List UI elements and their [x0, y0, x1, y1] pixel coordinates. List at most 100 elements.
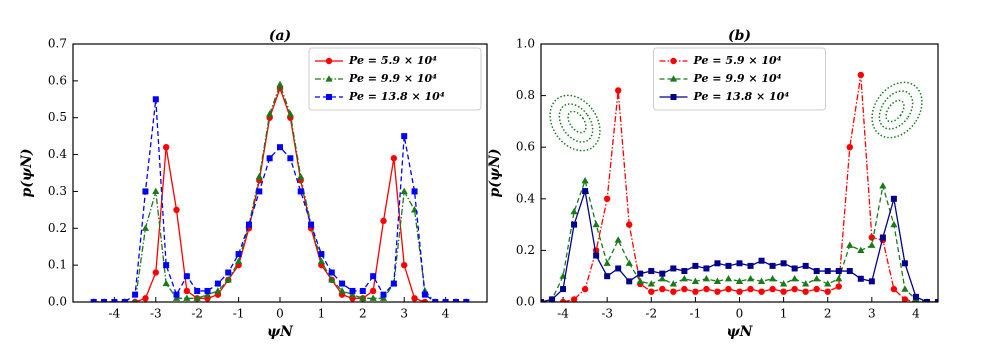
y-tick-label: 0.0 — [516, 295, 535, 309]
marker — [835, 283, 842, 290]
marker — [194, 287, 201, 294]
marker — [670, 265, 677, 272]
marker — [603, 259, 611, 266]
marker — [868, 234, 876, 241]
marker — [846, 241, 854, 248]
marker — [813, 268, 820, 275]
marker — [214, 287, 222, 294]
marker — [835, 268, 842, 275]
x-tick-label: 3 — [400, 307, 408, 321]
series — [541, 71, 938, 302]
marker — [725, 285, 732, 293]
legend-box — [653, 47, 826, 111]
marker — [769, 285, 776, 293]
legend: Pe = 5.9 × 10⁴ Pe = 9.9 × 10⁴ Pe = 13.8 × … — [308, 47, 482, 111]
marker — [593, 252, 600, 259]
marker — [736, 260, 743, 267]
marker — [359, 294, 367, 301]
series — [90, 96, 470, 302]
x-tick-label: 2 — [824, 307, 832, 321]
marker — [432, 299, 439, 302]
marker — [541, 299, 544, 302]
marker — [725, 262, 732, 269]
legend-marker — [326, 94, 332, 100]
marker — [276, 80, 284, 88]
marker — [317, 257, 325, 265]
marker — [681, 285, 688, 293]
marker — [297, 172, 305, 180]
marker — [442, 299, 449, 302]
marker — [626, 278, 633, 285]
marker — [183, 273, 190, 280]
marker — [162, 144, 170, 151]
marker — [757, 277, 766, 284]
marker — [857, 246, 865, 253]
marker — [813, 274, 821, 282]
y-tick-label: 0.6 — [516, 140, 535, 154]
marker — [680, 274, 688, 282]
y-tick-label: 0.8 — [516, 88, 535, 102]
chart-title: (a) — [269, 28, 291, 44]
marker — [411, 188, 418, 195]
chart-title: (b) — [728, 28, 751, 44]
marker — [824, 288, 831, 295]
marker — [901, 296, 909, 302]
marker — [255, 172, 263, 180]
marker — [297, 188, 304, 195]
x-axis-label: ψN — [267, 324, 294, 340]
marker — [747, 262, 754, 269]
legend-marker — [670, 57, 677, 65]
marker — [890, 195, 897, 202]
marker — [463, 299, 470, 302]
marker — [204, 287, 211, 294]
marker — [691, 277, 699, 284]
marker — [235, 257, 243, 265]
marker — [581, 285, 589, 293]
marker — [173, 291, 180, 298]
marker — [714, 288, 721, 295]
marker — [901, 260, 908, 267]
marker — [369, 294, 377, 301]
marker — [935, 299, 938, 302]
marker — [802, 280, 810, 287]
x-tick-label: 0 — [276, 307, 284, 321]
marker — [163, 262, 170, 269]
marker — [604, 273, 611, 280]
marker — [214, 280, 221, 287]
marker — [846, 268, 853, 275]
marker — [152, 96, 159, 103]
x-tick-label: -1 — [690, 307, 702, 321]
marker — [768, 274, 777, 282]
marker — [857, 275, 864, 282]
marker — [401, 261, 408, 269]
x-axis-label: ψN — [727, 324, 754, 340]
marker — [390, 280, 397, 287]
marker — [286, 110, 294, 117]
legend-marker — [670, 94, 677, 100]
axes-frame — [540, 43, 939, 303]
marker — [702, 274, 711, 282]
x-tick-label: -3 — [601, 307, 613, 321]
legend-marker — [325, 75, 333, 82]
legend-marker — [325, 57, 333, 65]
marker — [235, 251, 242, 258]
marker — [224, 276, 232, 283]
marker — [339, 280, 346, 287]
marker — [648, 268, 655, 275]
marker — [411, 295, 418, 302]
series — [541, 176, 938, 302]
marker — [703, 265, 710, 272]
marker — [287, 155, 294, 162]
marker — [570, 296, 578, 302]
legend-label: Pe = 5.9 × 10⁴ — [348, 54, 437, 67]
marker — [637, 270, 644, 277]
marker — [626, 221, 633, 228]
legend-label: Pe = 5.9 × 10⁴ — [693, 54, 782, 67]
marker — [111, 299, 118, 302]
marker — [308, 221, 315, 228]
marker — [328, 276, 336, 283]
marker — [328, 269, 335, 276]
y-tick-label: 0.6 — [48, 73, 67, 87]
marker — [277, 144, 283, 151]
